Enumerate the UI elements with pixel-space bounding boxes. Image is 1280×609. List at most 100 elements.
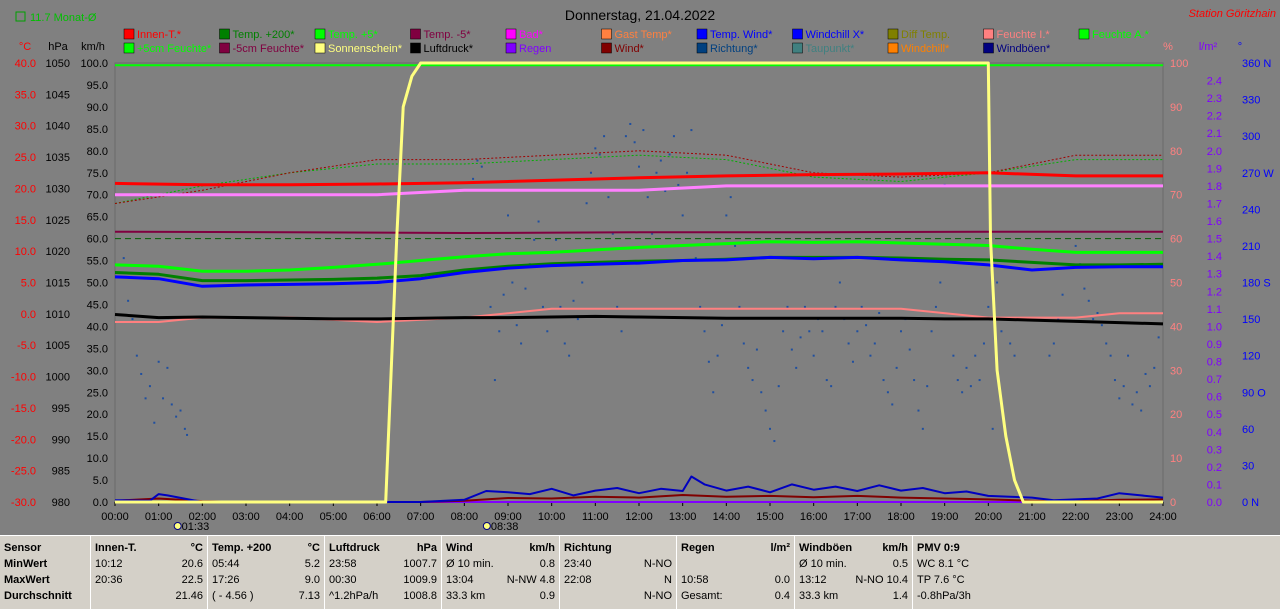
legend-swatch [696,28,708,40]
stats-cell-value: 0.5 [892,558,908,570]
kmh-tick: 90.0 [87,102,108,114]
lm2-tick: 0.6 [1207,392,1222,404]
legend-swatch [1078,28,1090,40]
direction-point [162,397,165,400]
series-line [114,230,1163,234]
direction-point [1140,409,1143,412]
stats-cell-value: N [664,574,672,586]
time-tick: 21:00 [1018,511,1046,523]
legend-label: -5cm Feuchte* [233,43,305,55]
direction-point [1009,342,1012,345]
hpa-tick: 1040 [46,121,70,133]
stats-col-pmv: PMV 0:9 WC 8.1 °C TP 7.6 °C -0.8hPa/3h [912,536,1280,609]
direction-point [1083,287,1086,290]
direction-point [140,372,143,375]
direction-point [978,379,981,382]
direction-point [476,159,479,162]
direction-point [803,305,806,308]
direction-point [952,354,955,357]
legend-label: Windchill X* [806,29,865,41]
direction-point [725,214,728,217]
direction-point [821,330,824,333]
celsius-tick: 0.0 [21,309,36,321]
direction-point [655,171,658,174]
direction-point [847,342,850,345]
direction-tick: 30 [1242,460,1254,472]
time-marker-label: 01:33 [182,521,210,533]
direction-point [624,135,627,138]
direction-point [716,354,719,357]
legend-label: Windböen* [997,43,1052,55]
direction-point [489,305,492,308]
legend-label: Regen [519,43,551,55]
lm2-tick: 1.5 [1207,234,1222,246]
kmh-tick: 30.0 [87,365,108,377]
time-tick: 18:00 [887,511,915,523]
direction-point [1052,342,1055,345]
direction-point [934,305,937,308]
direction-point [830,385,833,388]
pct-tick: 80 [1170,146,1182,158]
celsius-tick: -5.0 [17,340,36,352]
direction-point [913,379,916,382]
direction-point [651,232,654,235]
direction-point [568,354,571,357]
series-line [114,150,1163,204]
direction-point [511,281,514,284]
legend-swatch [983,42,994,54]
pct-tick: 100 [1170,58,1188,70]
kmh-tick: 25.0 [87,387,108,399]
stats-cell-value: 1.4 [892,590,908,602]
direction-tick: 360 N [1242,58,1271,70]
stats-row: 10:12 20.6 [95,558,203,574]
direction-point [760,391,763,394]
kmh-unit: km/h [81,41,105,53]
series-line [114,240,1163,273]
direction-point [1074,244,1077,247]
time-tick: 01:00 [145,511,173,523]
direction-point [939,281,942,284]
time-marker-icon [482,522,491,530]
direction-point [135,354,138,357]
direction-point [594,147,597,150]
direction-point [559,305,562,308]
time-tick: 14:00 [713,511,741,523]
direction-point [795,366,798,369]
direction-point [786,305,789,308]
time-tick: 13:00 [669,511,697,523]
stats-row: WC 8.1 °C [917,558,1276,574]
direction-point [638,165,640,168]
direction-point [764,409,767,412]
legend-label: Diff Temp. [901,29,950,41]
direction-point [520,342,523,345]
direction-point [751,379,754,382]
stats-row: ( - 4.56 ) 7.13 [212,590,320,606]
direction-point [974,354,977,357]
hpa-tick: 1020 [46,246,70,258]
direction-point [895,366,898,369]
stats-cell-label: Ø 10 min. [799,558,847,570]
axis-labels: 40.0 35.0 30.0 25.0 20.0 15.0 10.0 5.0 0.0 -5.0 -1… [11,58,1274,533]
time-tick: 05:00 [320,511,348,523]
direction-point [620,330,623,333]
stats-cell-label: 10:58 [681,574,709,586]
stats-col-temp200: Temp. +200 °C 05:44 5.2 17:26 9.0 ( - 4.56 ) 7.… [207,536,324,609]
direction-point [498,330,501,333]
hpa-tick: 1025 [46,215,70,227]
kmh-tick: 80.0 [87,146,108,158]
series-line [114,313,1164,326]
direction-point [886,391,889,394]
celsius-tick: 40.0 [15,58,36,70]
direction-point [1118,397,1121,400]
series-layer [114,61,1164,504]
lm2-tick: 0.8 [1207,357,1222,369]
stats-row: 13:12 N-NO 10.4 [799,574,908,590]
stats-cell-label: Ø 10 min. [446,558,494,570]
kmh-tick: 70.0 [87,190,108,202]
stats-row: 05:44 5.2 [212,558,320,574]
kmh-tick: 75.0 [87,168,108,180]
direction-point [186,433,189,436]
direction-point [712,391,715,394]
legend-label: Feuchte I.* [997,29,1051,41]
direction-tick: 330 [1242,95,1260,107]
